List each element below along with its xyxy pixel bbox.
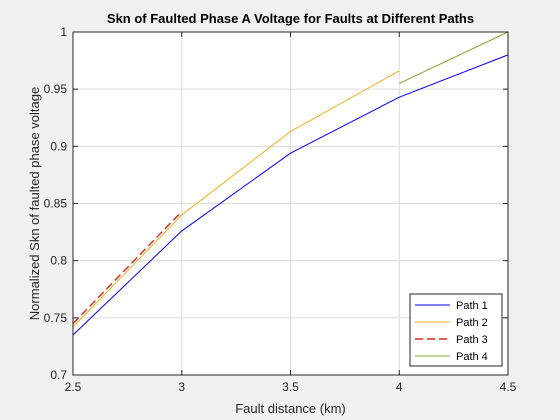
series-line-path-3 — [72, 211, 183, 325]
y-tick-label-5: 0.95 — [44, 82, 68, 96]
ticks: 2.5 3 3.5 4 4.5 0.7 0.75 0.8 0.85 0.9 0.95 1 — [44, 25, 517, 394]
series-line-path-2 — [72, 70, 400, 328]
y-axis-label: Normalized Skn of faulted phase voltage — [27, 87, 42, 320]
x-tick-label-3: 4 — [396, 380, 403, 394]
x-axis-label: Fault distance (km) — [235, 401, 346, 416]
y-tick-label-3: 0.85 — [44, 197, 68, 211]
legend-label-path-2: Path 2 — [456, 317, 488, 329]
series-line-path-1 — [72, 54, 509, 336]
series-line-path-4 — [399, 31, 509, 84]
legend-label-path-1: Path 1 — [456, 300, 488, 312]
x-tick-label-4: 4.5 — [500, 380, 517, 394]
y-tick-label-1: 0.75 — [44, 311, 68, 325]
y-tick-label-4: 0.9 — [50, 139, 67, 153]
y-tick-label-2: 0.8 — [50, 254, 67, 268]
chart-title: Skn of Faulted Phase A Voltage for Fault… — [107, 11, 474, 26]
x-tick-label-1: 3 — [178, 380, 185, 394]
x-tick-label-0: 2.5 — [65, 380, 82, 394]
y-tick-label-6: 1 — [60, 25, 67, 39]
series-layer — [72, 31, 509, 336]
legend-label-path-3: Path 3 — [456, 334, 488, 346]
legend: Path 1 Path 2 Path 3 Path 4 — [409, 293, 503, 367]
legend-label-path-4: Path 4 — [456, 351, 488, 363]
x-tick-label-2: 3.5 — [282, 380, 299, 394]
legend-box — [409, 293, 503, 367]
y-tick-label-0: 0.7 — [50, 368, 67, 382]
